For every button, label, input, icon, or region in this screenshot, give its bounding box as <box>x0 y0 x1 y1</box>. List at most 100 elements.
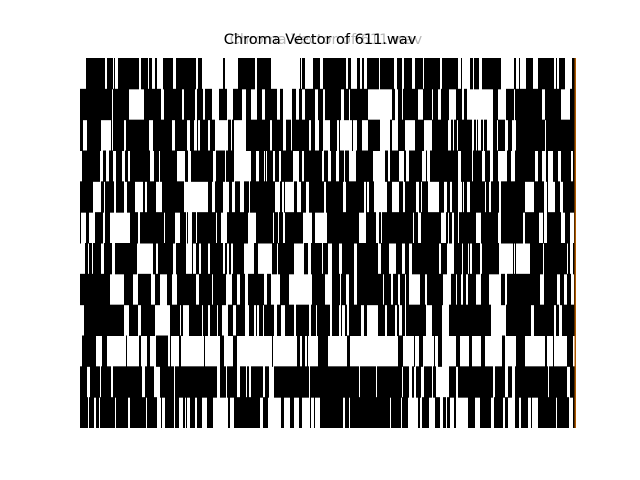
heatmap-cell-r5-c7 <box>133 212 138 244</box>
heatmap-cell-r7-c45 <box>357 273 373 306</box>
heatmap-cell-r10-c65 <box>312 366 316 398</box>
heatmap-cell-r11-c35 <box>281 397 284 428</box>
heatmap-cell-r8-c21 <box>194 304 195 336</box>
heatmap-cell-r11-c31 <box>251 397 254 428</box>
heatmap-cell-r3-c34 <box>251 150 253 182</box>
heatmap-cell-r0-c82 <box>563 58 565 90</box>
heatmap-cell-r3-c82 <box>485 150 490 182</box>
heatmap-cell-r7-c10 <box>124 273 126 306</box>
heatmap-cell-r10-c58 <box>287 366 292 398</box>
heatmap-cell-r11-c65 <box>418 397 420 428</box>
heatmap-cell-r2-c59 <box>420 119 424 151</box>
heatmap-cell-r6-c21 <box>210 243 215 275</box>
heatmap-cell-r3-c32 <box>226 150 230 182</box>
heatmap-cell-r10-c15 <box>123 366 133 398</box>
heatmap-cell-r11-c51 <box>366 397 371 428</box>
heatmap-cell-r2-c74 <box>493 119 497 151</box>
heatmap-cell-r4-c16 <box>147 181 150 213</box>
heatmap-cell-r10-c125 <box>536 366 540 398</box>
heatmap-cell-r3-c94 <box>546 150 548 182</box>
heatmap-cell-r8-c77 <box>425 304 426 336</box>
heatmap-cell-r5-c15 <box>184 212 186 244</box>
heatmap-cell-r10-c99 <box>463 366 464 398</box>
heatmap-cell-r3-c30 <box>216 150 221 182</box>
heatmap-cell-r3-c52 <box>339 150 343 182</box>
heatmap-cell-r8-c105 <box>562 304 576 336</box>
heatmap-cell-r7-c35 <box>259 273 264 306</box>
heatmap-cell-r5-c86 <box>560 212 561 244</box>
heatmap-cell-r4-c5 <box>101 181 104 213</box>
heatmap-cell-r2-c54 <box>391 119 392 151</box>
heatmap-cell-r10-c63 <box>308 366 309 398</box>
heatmap-cell-r10-c45 <box>245 366 246 398</box>
heatmap-cell-r11-c3 <box>89 397 91 428</box>
heatmap-cell-r4-c31 <box>254 181 271 213</box>
heatmap-cell-r8-c41 <box>287 304 289 336</box>
heatmap-cell-r11-c11 <box>130 397 134 428</box>
heatmap-cell-r6-c81 <box>497 243 499 275</box>
heatmap-cell-r8-c61 <box>357 304 361 336</box>
heatmap-cell-r6-c20 <box>204 243 208 275</box>
heatmap-cell-r5-c45 <box>366 212 370 244</box>
heatmap-cell-r10-c29 <box>175 366 177 398</box>
heatmap-cell-r7-c1 <box>81 273 86 306</box>
heatmap-cell-r7-c36 <box>267 273 271 306</box>
heatmap-cell-r7-c79 <box>544 273 547 306</box>
heatmap-cell-r0-c33 <box>323 58 325 90</box>
heatmap-cell-r10-c88 <box>412 366 414 398</box>
heatmap-cell-r1-c42 <box>326 88 328 121</box>
heatmap-cell-r3-c88 <box>520 150 525 182</box>
heatmap-cell-r8-c88 <box>475 304 477 336</box>
heatmap-cell-r5-c52 <box>392 212 396 244</box>
heatmap-cell-r6-c77 <box>477 243 480 275</box>
heatmap-cell-r3-c95 <box>553 150 555 182</box>
heatmap-cell-r6-c75 <box>469 243 470 275</box>
heatmap-cell-r1-c78 <box>571 88 575 121</box>
heatmap-cell-r5-c88 <box>567 212 570 244</box>
heatmap-cell-r1-c58 <box>433 88 438 121</box>
heatmap-cell-r5-c5 <box>105 212 110 244</box>
heatmap-cell-r6-c35 <box>281 243 294 275</box>
heatmap-cell-r10-c109 <box>484 366 489 398</box>
heatmap-cell-r6-c4 <box>97 243 101 275</box>
heatmap-cell-r2-c86 <box>546 119 549 151</box>
heatmap-cell-r10-c120 <box>522 366 526 398</box>
heatmap-cell-r9-c31 <box>520 335 525 367</box>
heatmap-cell-r5-c8 <box>140 212 155 244</box>
heatmap-cell-r2-c84 <box>540 119 543 151</box>
heatmap-cell-r9-c30 <box>516 335 520 367</box>
heatmap-cell-r9-c35 <box>571 335 573 367</box>
heatmap-cell-r6-c85 <box>534 243 537 275</box>
heatmap-cell-r2-c60 <box>432 119 434 151</box>
heatmap-cell-r3-c67 <box>409 150 410 182</box>
heatmap-cell-r8-c73 <box>414 304 418 336</box>
heatmap-cell-r11-c92 <box>552 397 556 428</box>
heatmap-cell-r10-c1 <box>83 366 85 398</box>
heatmap-cell-r7-c24 <box>199 273 204 306</box>
heatmap-cell-r3-c19 <box>163 150 168 182</box>
heatmap-cell-r11-c37 <box>293 397 294 428</box>
heatmap-cell-r2-c33 <box>263 119 267 151</box>
heatmap-cell-r4-c13 <box>129 181 133 213</box>
heatmap-cell-r8-c34 <box>251 304 254 336</box>
heatmap-cell-r3-c49 <box>313 150 322 182</box>
heatmap-cell-r1-c19 <box>197 88 203 121</box>
heatmap-cell-r6-c94 <box>568 243 570 275</box>
heatmap-cell-r8-c100 <box>542 304 543 336</box>
heatmap-cell-r3-c73 <box>439 150 451 182</box>
heatmap-cell-r11-c27 <box>228 397 230 428</box>
heatmap-cell-r5-c69 <box>484 212 494 244</box>
heatmap-cell-r4-c40 <box>326 181 343 213</box>
heatmap-cell-r10-c74 <box>354 366 359 398</box>
heatmap-cell-r3-c37 <box>265 150 266 182</box>
heatmap-cell-r1-c24 <box>233 88 235 121</box>
heatmap-cell-r10-c33 <box>185 366 189 398</box>
heatmap-cell-r5-c66 <box>459 212 472 244</box>
heatmap-cell-r2-c2 <box>111 119 112 151</box>
heatmap-cell-r6-c33 <box>272 243 277 275</box>
heatmap-cell-r8-c48 <box>311 304 312 336</box>
heatmap-cell-r8-c67 <box>390 304 392 336</box>
heatmap-cell-r0-c38 <box>343 58 346 90</box>
heatmap-cell-r1-c8 <box>149 88 150 121</box>
heatmap-cell-r11-c94 <box>562 397 567 428</box>
